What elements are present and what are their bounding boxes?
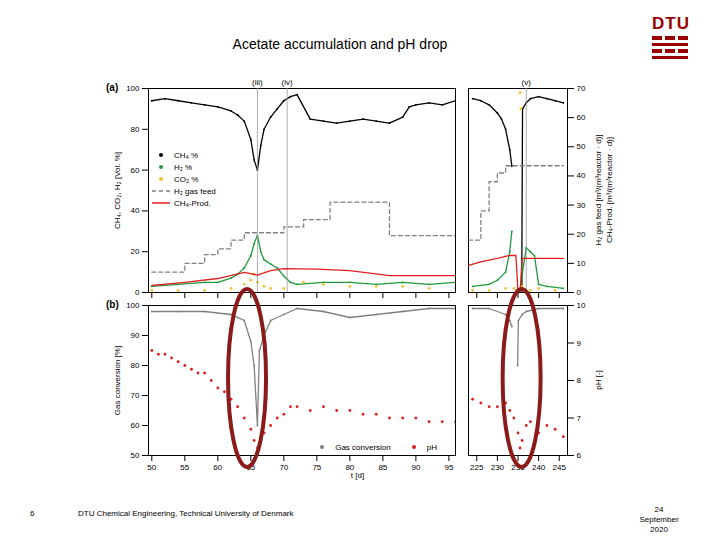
svg-text:50: 50 — [577, 142, 586, 151]
svg-text:60: 60 — [213, 463, 222, 472]
svg-text:(iv): (iv) — [282, 78, 293, 87]
html-text:H₂ gas feed: H₂ gas feed — [174, 186, 216, 196]
svg-text:70: 70 — [279, 463, 288, 472]
svg-text:40: 40 — [577, 171, 586, 180]
html-text:H₂ gas feed [m³/(m³reactor · d: H₂ gas feed [m³/(m³reactor · d)] — [593, 134, 603, 246]
svg-text:70: 70 — [577, 84, 586, 93]
svg-text:30: 30 — [577, 201, 586, 210]
svg-text:7: 7 — [577, 414, 582, 423]
html-text:H₂ %: H₂ % — [174, 162, 193, 172]
svg-text:55: 55 — [180, 463, 189, 472]
svg-text:9: 9 — [577, 339, 582, 348]
html-text:CH₄-Prod. [m³/(m³reactor · d)]: CH₄-Prod. [m³/(m³reactor · d)] — [604, 137, 614, 243]
svg-text:20: 20 — [577, 230, 586, 239]
svg-text:100: 100 — [126, 301, 140, 310]
html-text:CH₄-Prod.: CH₄-Prod. — [174, 198, 211, 208]
html-text:pH [-]: pH [-] — [593, 370, 603, 390]
svg-text:65: 65 — [246, 463, 255, 472]
html-text:CO₂ %: CO₂ % — [174, 174, 199, 184]
html-text:24 September 2020: 24 September 2020 — [639, 505, 679, 534]
svg-text:0: 0 — [577, 288, 582, 297]
svg-text:230: 230 — [491, 463, 505, 472]
svg-text:8: 8 — [577, 376, 582, 385]
html-text:pH: pH — [426, 442, 437, 452]
svg-text:(v): (v) — [522, 78, 532, 87]
svg-text:0: 0 — [135, 288, 140, 297]
html-text:Gas conversion: Gas conversion — [335, 442, 391, 452]
svg-text:Gas conversion [%]: Gas conversion [%] — [113, 346, 122, 415]
svg-text:40: 40 — [131, 206, 140, 215]
svg-text:225: 225 — [470, 463, 484, 472]
svg-text:6: 6 — [577, 451, 582, 460]
html-text:(b): (b) — [106, 299, 119, 310]
svg-text:20: 20 — [131, 247, 140, 256]
html-text:(a): (a) — [106, 82, 119, 93]
svg-text:245: 245 — [553, 463, 567, 472]
svg-text:70: 70 — [131, 391, 140, 400]
svg-text:235: 235 — [511, 463, 525, 472]
svg-text:100: 100 — [126, 84, 140, 93]
svg-text:85: 85 — [378, 463, 387, 472]
html-text:CH₄ %: CH₄ % — [174, 150, 199, 160]
svg-text:75: 75 — [312, 463, 321, 472]
svg-text:240: 240 — [532, 463, 546, 472]
svg-text:10: 10 — [577, 259, 586, 268]
svg-text:60: 60 — [131, 166, 140, 175]
svg-text:50: 50 — [147, 463, 156, 472]
svg-text:10: 10 — [577, 301, 586, 310]
svg-text:50: 50 — [131, 451, 140, 460]
svg-text:80: 80 — [131, 125, 140, 134]
svg-text:(iii): (iii) — [252, 78, 263, 87]
svg-text:90: 90 — [131, 331, 140, 340]
html-text:DTU: DTU — [652, 14, 690, 33]
html-text:DTU Chemical Engineering, Tech: DTU Chemical Engineering, Technical Univ… — [78, 509, 294, 518]
svg-text:CH₄, CO₂, H₂ [Vol. %]: CH₄, CO₂, H₂ [Vol. %] — [113, 152, 122, 229]
html-text:6: 6 — [30, 509, 35, 518]
svg-text:80: 80 — [131, 361, 140, 370]
svg-text:95: 95 — [444, 463, 453, 472]
svg-text:60: 60 — [577, 113, 586, 122]
html-text:t [d]: t [d] — [350, 471, 365, 480]
svg-text:80: 80 — [345, 463, 354, 472]
svg-text:60: 60 — [131, 421, 140, 430]
html-text:Acetate accumulation and pH dr: Acetate accumulation and pH drop — [232, 36, 448, 52]
svg-text:90: 90 — [411, 463, 420, 472]
